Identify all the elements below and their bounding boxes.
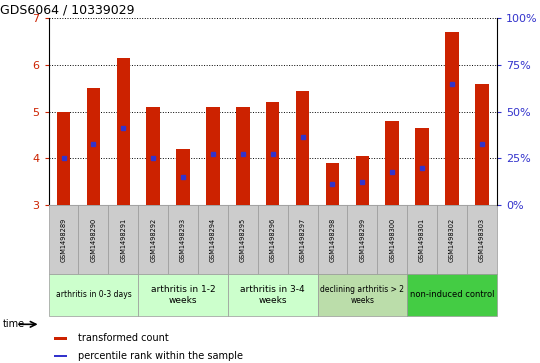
Bar <box>109 205 138 274</box>
Bar <box>206 107 220 205</box>
Text: GSM1498300: GSM1498300 <box>389 217 395 262</box>
Bar <box>236 107 249 205</box>
Bar <box>177 149 190 205</box>
Bar <box>146 107 160 205</box>
Bar <box>138 274 228 316</box>
Text: GSM1498293: GSM1498293 <box>180 217 186 262</box>
Bar <box>57 112 70 205</box>
Bar <box>347 205 377 274</box>
Bar <box>437 205 467 274</box>
Text: time: time <box>3 319 25 329</box>
Bar <box>356 156 369 205</box>
Text: declining arthritis > 2
weeks: declining arthritis > 2 weeks <box>320 285 404 305</box>
Text: GSM1498297: GSM1498297 <box>300 217 306 262</box>
Bar <box>318 274 407 316</box>
Bar <box>49 274 138 316</box>
Bar <box>49 205 78 274</box>
Text: GSM1498301: GSM1498301 <box>419 217 425 262</box>
Text: arthritis in 1-2
weeks: arthritis in 1-2 weeks <box>151 285 215 305</box>
Bar <box>54 355 67 357</box>
Text: GSM1498290: GSM1498290 <box>90 217 97 262</box>
Text: GSM1498292: GSM1498292 <box>150 217 156 262</box>
Bar <box>78 205 109 274</box>
Bar <box>54 337 67 340</box>
Text: arthritis in 3-4
weeks: arthritis in 3-4 weeks <box>240 285 305 305</box>
Bar <box>87 88 100 205</box>
Bar <box>296 91 309 205</box>
Bar <box>415 128 429 205</box>
Text: GSM1498296: GSM1498296 <box>269 217 276 262</box>
Bar <box>318 205 347 274</box>
Bar <box>377 205 407 274</box>
Text: GSM1498299: GSM1498299 <box>359 217 366 262</box>
Text: transformed count: transformed count <box>78 334 168 343</box>
Bar <box>258 205 288 274</box>
Bar <box>467 205 497 274</box>
Bar <box>198 205 228 274</box>
Bar <box>326 163 339 205</box>
Text: GSM1498298: GSM1498298 <box>329 217 335 262</box>
Bar <box>117 58 130 205</box>
Bar <box>228 274 318 316</box>
Bar <box>228 205 258 274</box>
Text: GSM1498303: GSM1498303 <box>479 217 485 262</box>
Text: GDS6064 / 10339029: GDS6064 / 10339029 <box>0 4 134 17</box>
Bar <box>288 205 318 274</box>
Text: GSM1498302: GSM1498302 <box>449 217 455 262</box>
Text: GSM1498295: GSM1498295 <box>240 217 246 262</box>
Bar <box>386 121 399 205</box>
Text: GSM1498294: GSM1498294 <box>210 217 216 262</box>
Bar <box>407 205 437 274</box>
Text: non-induced control: non-induced control <box>410 290 494 299</box>
Bar <box>407 274 497 316</box>
Text: GSM1498291: GSM1498291 <box>120 217 126 262</box>
Bar <box>475 83 489 205</box>
Text: GSM1498289: GSM1498289 <box>60 217 66 262</box>
Text: percentile rank within the sample: percentile rank within the sample <box>78 351 243 361</box>
Text: arthritis in 0-3 days: arthritis in 0-3 days <box>56 290 131 299</box>
Bar <box>266 102 279 205</box>
Bar <box>168 205 198 274</box>
Bar <box>138 205 168 274</box>
Bar <box>446 32 458 205</box>
